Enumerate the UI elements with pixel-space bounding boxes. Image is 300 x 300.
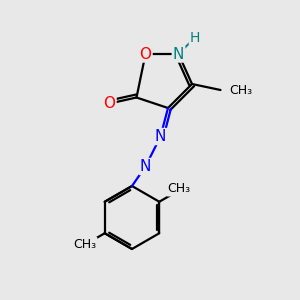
Text: O: O [140, 46, 152, 62]
Text: H: H [190, 31, 200, 44]
Text: CH₃: CH₃ [230, 83, 253, 97]
Text: N: N [140, 159, 151, 174]
Text: O: O [103, 96, 116, 111]
Text: N: N [173, 46, 184, 62]
Text: CH₃: CH₃ [168, 182, 191, 196]
Text: N: N [155, 129, 166, 144]
Text: CH₃: CH₃ [73, 238, 96, 251]
